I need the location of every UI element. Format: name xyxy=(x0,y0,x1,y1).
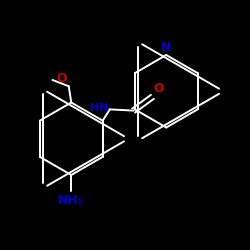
Text: O: O xyxy=(57,72,68,85)
Text: NH₂: NH₂ xyxy=(58,194,84,207)
Text: HN: HN xyxy=(90,103,108,113)
Text: O: O xyxy=(154,82,164,95)
Text: N: N xyxy=(161,41,172,54)
